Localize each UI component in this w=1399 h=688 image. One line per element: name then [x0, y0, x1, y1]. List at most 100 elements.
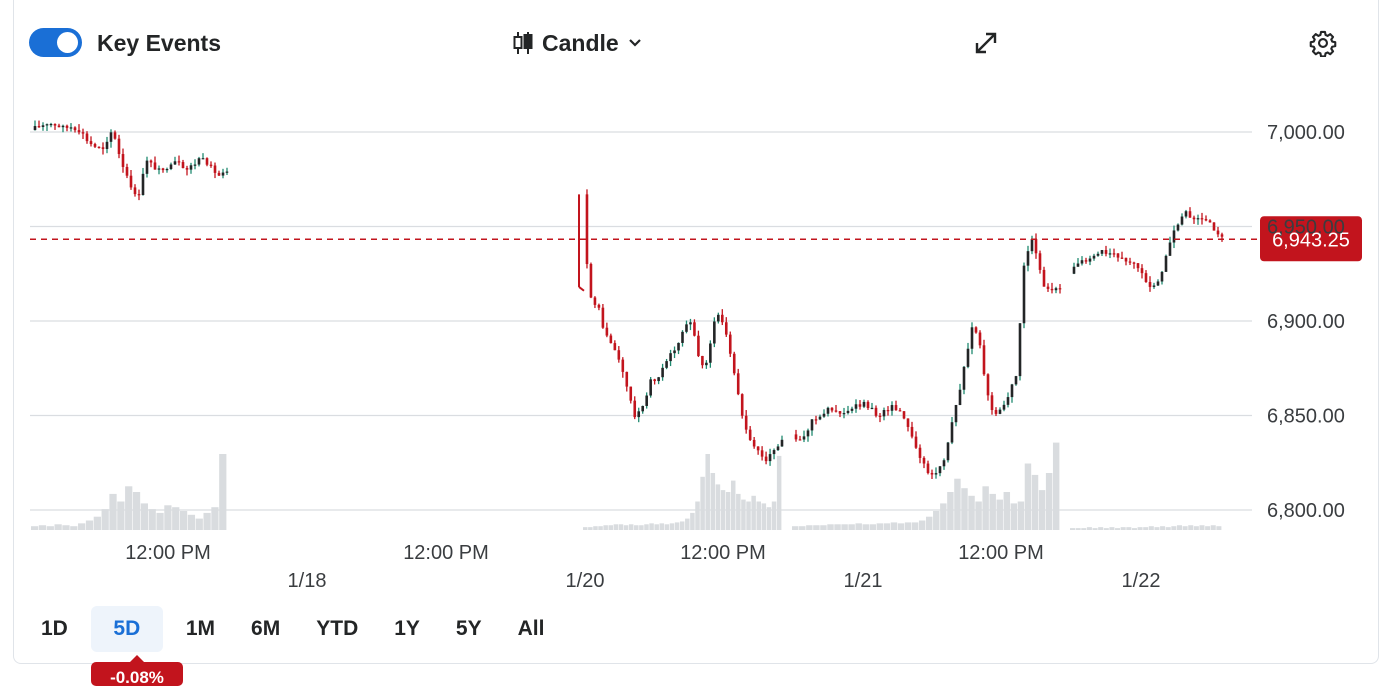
range-button-all[interactable]: All	[505, 606, 558, 652]
range-button-1y[interactable]: 1Y	[381, 606, 433, 652]
range-selector: 1D 5D 1M 6M YTD 1Y 5Y All	[28, 606, 567, 652]
candle-body	[169, 164, 173, 169]
candle-body	[1112, 253, 1116, 255]
candle-body	[1108, 253, 1112, 255]
settings-button[interactable]	[1309, 29, 1337, 58]
volume-bar	[862, 524, 869, 530]
volume-bar	[85, 520, 94, 530]
candle-body	[910, 426, 914, 437]
chart-type-select[interactable]: Candle	[512, 28, 643, 58]
range-button-1d[interactable]: 1D	[28, 606, 81, 652]
volume-bar	[695, 501, 700, 530]
candle-body	[874, 407, 878, 416]
candle-body	[966, 348, 970, 367]
candle-body	[1084, 260, 1088, 262]
candle-body	[1104, 250, 1108, 254]
volume-bar	[669, 523, 675, 530]
volume-bar	[1024, 463, 1032, 530]
candle-body	[1096, 253, 1100, 256]
candle-body	[41, 125, 45, 128]
candle-body	[930, 472, 934, 475]
volume-bar	[771, 501, 777, 530]
candle-body	[1200, 218, 1204, 220]
candle-body	[830, 407, 834, 411]
candle-body	[193, 164, 197, 166]
volume-bar	[761, 503, 767, 530]
change-badge: -0.08%	[91, 655, 183, 687]
candle-body	[724, 322, 728, 335]
candle-body	[205, 158, 209, 165]
expand-button[interactable]	[972, 29, 1000, 57]
range-button-5d[interactable]: 5D	[90, 606, 163, 652]
volume-bar	[720, 490, 726, 530]
candle-body	[589, 264, 593, 298]
volume-bar	[926, 516, 933, 530]
candle-body	[890, 405, 894, 411]
y-tick-label: 6,850.00	[1267, 406, 1345, 428]
candle-body	[145, 160, 149, 174]
volume-bar	[588, 527, 593, 530]
candle-body	[213, 165, 217, 173]
candle-body	[201, 158, 205, 160]
range-button-1m[interactable]: 1M	[173, 606, 228, 652]
volume-bar	[820, 525, 827, 530]
candle-body	[649, 379, 652, 396]
candle-body	[597, 304, 601, 308]
candle-body	[982, 345, 986, 375]
candle-body	[974, 327, 978, 333]
volume-bar	[1017, 501, 1025, 530]
candle-body	[846, 410, 850, 414]
volume-bar	[603, 525, 608, 530]
candle-body	[772, 450, 776, 455]
volume-bar	[140, 503, 148, 530]
range-button-ytd[interactable]: YTD	[303, 606, 371, 652]
candle-body	[934, 473, 938, 475]
candle-body	[617, 350, 621, 360]
candle-body	[165, 168, 169, 171]
candle-body	[862, 401, 866, 407]
volume-bar	[911, 522, 919, 530]
candle-body	[826, 407, 830, 414]
candle-body	[998, 409, 1002, 414]
candle-body	[1022, 265, 1026, 324]
volume-bar	[613, 524, 619, 530]
volume-bar	[219, 454, 227, 530]
candle-body	[1080, 260, 1084, 264]
candle-body	[906, 418, 910, 427]
volume-bar	[827, 524, 834, 530]
candle-body	[838, 411, 842, 414]
volume-bar	[947, 492, 954, 530]
candle-body	[181, 162, 185, 169]
range-button-6m[interactable]: 6M	[238, 606, 293, 652]
key-events-toggle[interactable]	[29, 28, 82, 57]
range-button-5y[interactable]: 5Y	[443, 606, 495, 652]
candle-body	[45, 124, 49, 126]
volume-bar	[968, 495, 975, 530]
candle-body	[633, 400, 637, 418]
volume-bar	[674, 522, 680, 530]
candle-body	[1124, 257, 1128, 262]
x-date-label: 1/20	[566, 570, 605, 592]
volume-bar	[583, 527, 588, 530]
candle-body	[798, 439, 802, 441]
volume-bar	[634, 525, 639, 530]
candle-body	[1050, 288, 1054, 291]
volume-bar	[593, 526, 598, 530]
candle-body	[1128, 261, 1132, 263]
volume-bar	[156, 512, 164, 530]
candle-body	[57, 125, 61, 128]
volume-bar	[841, 524, 848, 530]
volume-bar	[31, 526, 39, 530]
candle-body	[898, 410, 902, 412]
volume-bar	[628, 524, 634, 530]
volume-bar	[890, 522, 898, 530]
volume-bar	[813, 525, 820, 530]
candle-body	[1002, 404, 1006, 410]
chart-type-label: Candle	[542, 29, 619, 56]
x-date-label: 1/18	[288, 570, 327, 592]
candle-body	[1164, 255, 1168, 272]
volume-bar	[639, 525, 644, 530]
volume-bar	[766, 507, 772, 530]
candle-body	[728, 334, 732, 354]
volume-bar	[179, 511, 188, 530]
